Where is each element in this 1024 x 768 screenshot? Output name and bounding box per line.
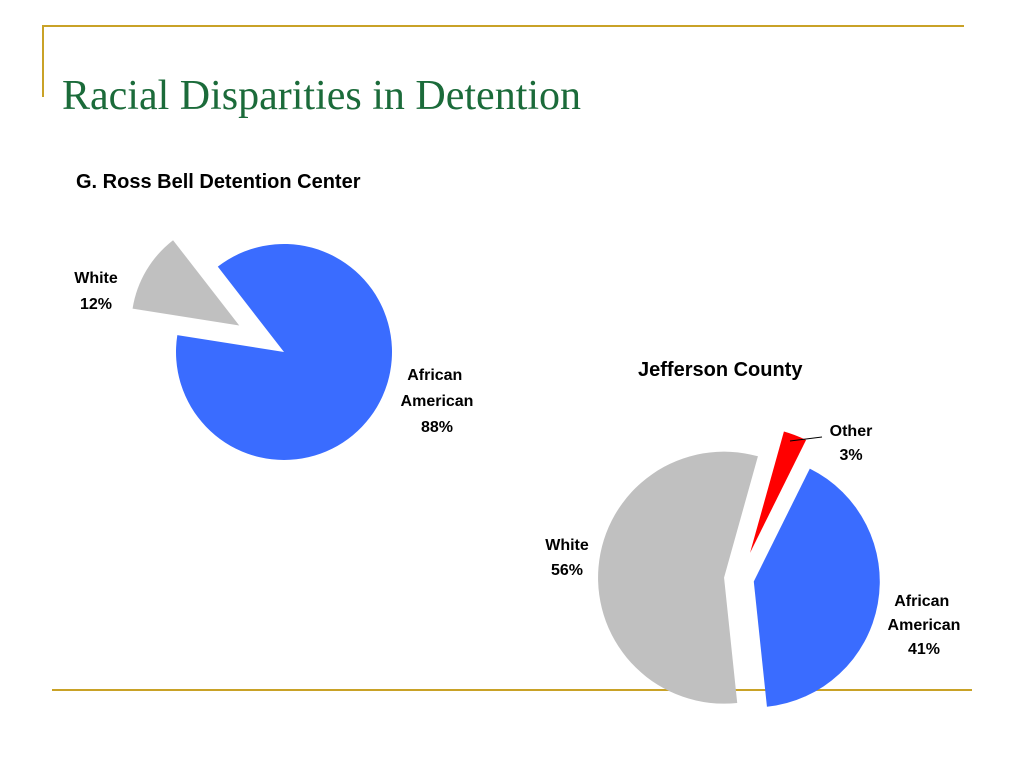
slice-label-white: White — [545, 537, 589, 554]
slice-label-african-american: African American — [888, 593, 961, 634]
pie-chart-jefferson-county: Jefferson County Other 3% White 56% Afri… — [545, 359, 960, 707]
slice-value-other: 3% — [839, 447, 862, 464]
slice-label-line-2: American — [888, 617, 961, 634]
slice-label-other: Other — [830, 423, 873, 440]
slice-label-line-1: African — [894, 593, 949, 610]
pie-slice-white — [598, 451, 758, 704]
chart-title-jefferson-county: Jefferson County — [638, 359, 803, 381]
pie-slice-african-american — [753, 468, 880, 707]
pie-slice-white — [132, 240, 240, 326]
pie-slice-other — [750, 431, 807, 553]
frame-line-left — [42, 25, 44, 97]
slice-label-line-2: American — [401, 393, 474, 410]
slice-value-african-american: 41% — [908, 641, 940, 658]
chart-title-ross-bell: G. Ross Bell Detention Center — [76, 171, 361, 193]
slide-title: Racial Disparities in Detention — [62, 73, 582, 119]
slice-label-white: White — [74, 270, 118, 287]
slice-label-line-1: African — [407, 367, 462, 384]
pie-slice-african-american — [176, 243, 393, 460]
slice-value-white: 12% — [80, 296, 112, 313]
slice-value-white: 56% — [551, 562, 583, 579]
pie-chart-ross-bell: G. Ross Bell Detention Center White 12% … — [74, 171, 473, 460]
leader-line-other — [789, 436, 823, 442]
frame-line-bottom — [52, 689, 972, 691]
frame-line-top — [42, 25, 964, 27]
slice-value-african-american: 88% — [421, 419, 453, 436]
slice-label-african-american: African American — [401, 367, 474, 410]
